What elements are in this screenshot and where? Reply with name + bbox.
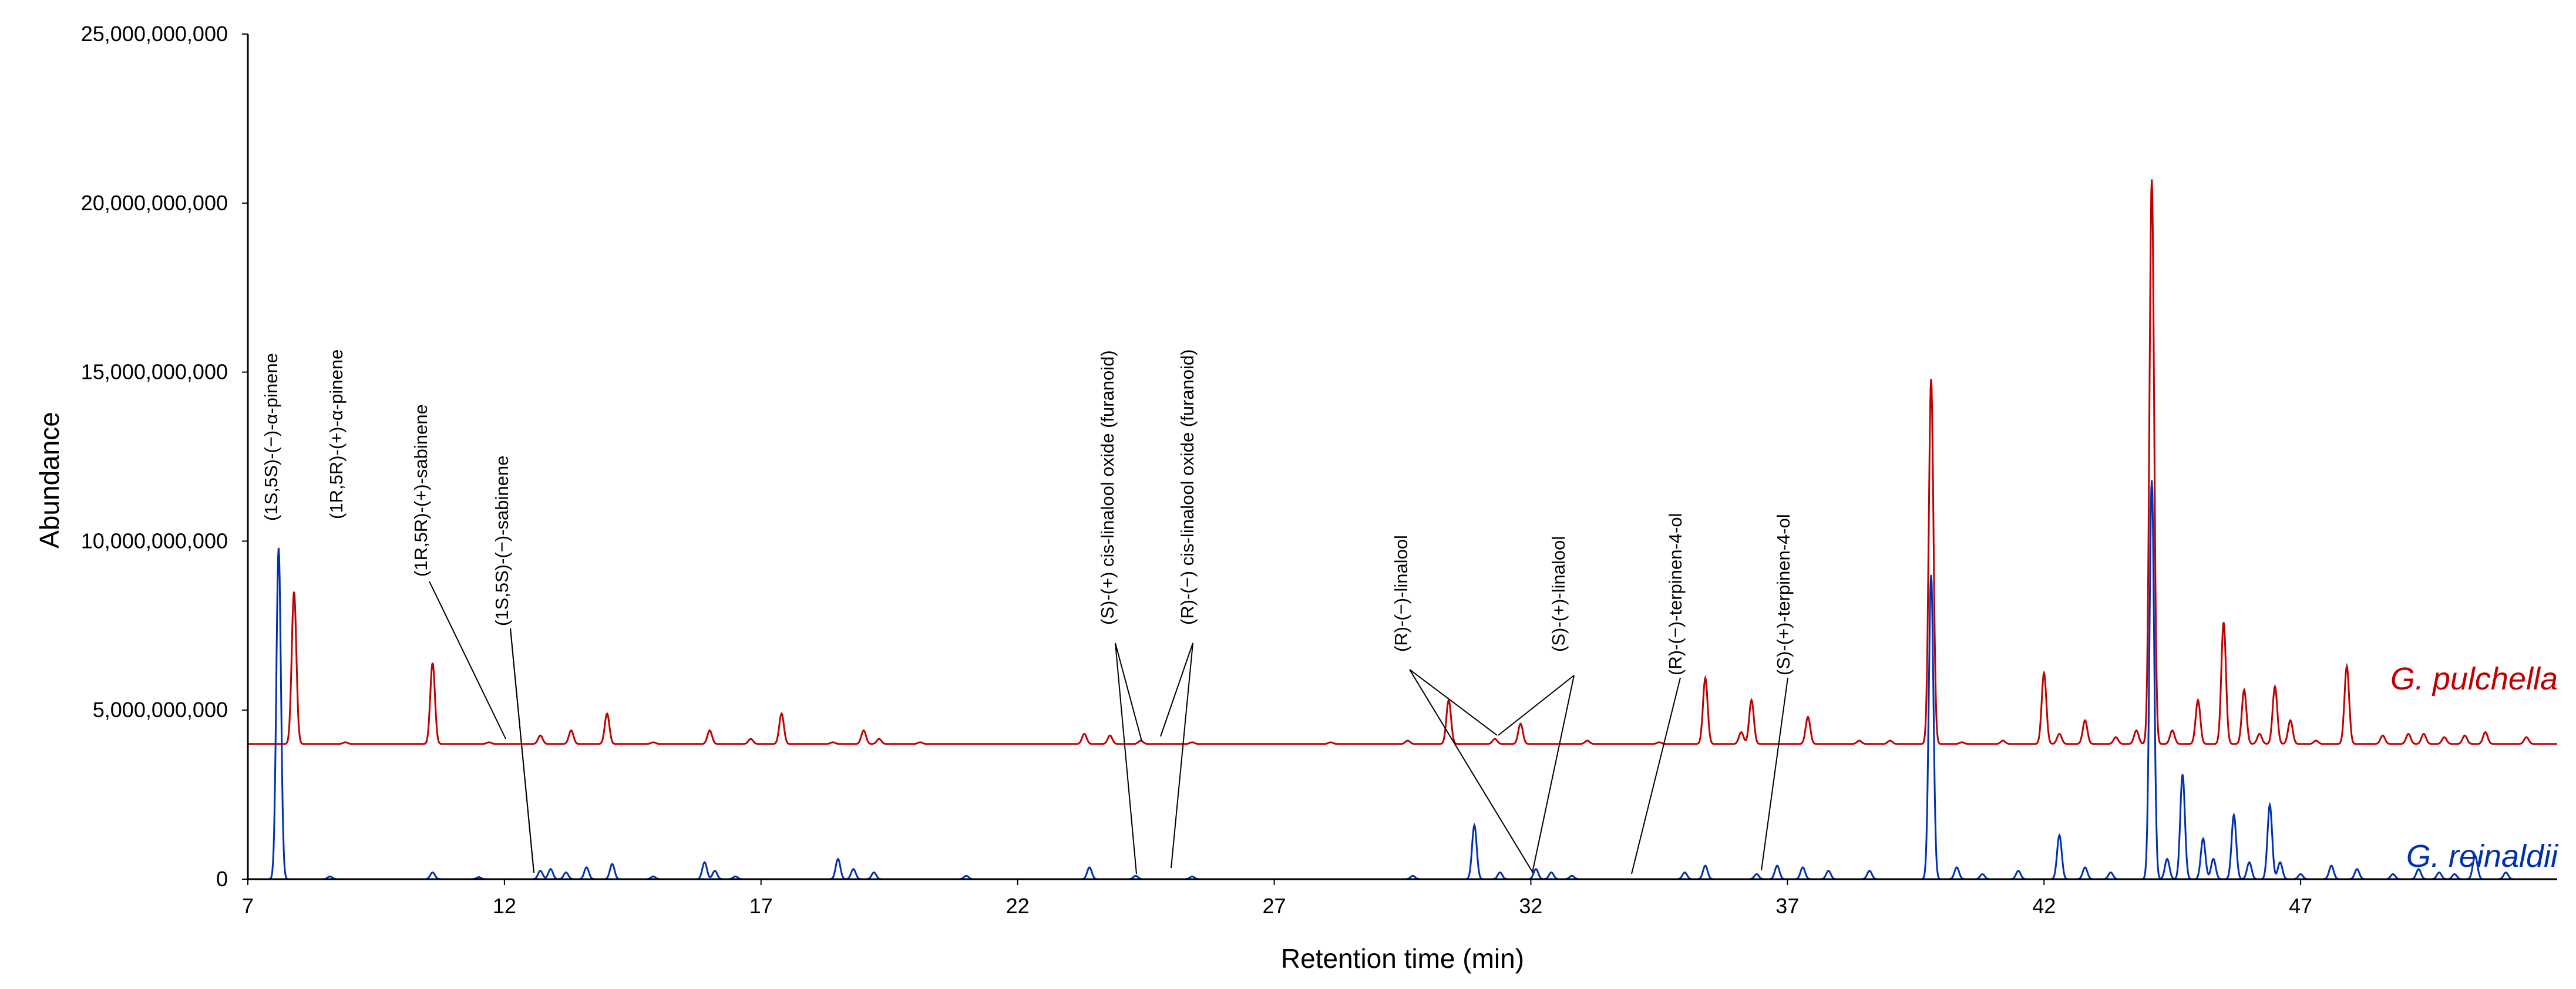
x-axis-ticks: 7 12 17 22 27 32 37 42 47: [242, 879, 2312, 918]
y-tick-label: 20,000,000,000: [81, 191, 228, 215]
peak-annotation-label: (1S,5S)-(−)-sabinene: [492, 456, 512, 626]
peak-annotation-label: (R)-(−) cis-linalool oxide (furanoid): [1177, 349, 1198, 625]
annotation-leader-line: [1409, 669, 1534, 873]
peak-annotation-label: (S)-(+)-terpinen-4-ol: [1773, 514, 1794, 675]
series-g-pulchella: [248, 179, 2557, 745]
y-axis-title: Abundance: [34, 412, 65, 549]
peak-annotation-label: (S)-(+) cis-linalool oxide (furanoid): [1097, 350, 1118, 625]
peak-annotation-label: (S)-(+)-linalool: [1548, 536, 1569, 652]
peak-annotation: (R)-(−)-linalool: [1391, 535, 1534, 873]
peak-annotation-label: (1R,5R)-(+)-sabinene: [411, 404, 431, 577]
annotation-leader-line: [510, 628, 534, 873]
x-tick-label: 32: [1519, 894, 1542, 918]
x-tick-label: 7: [242, 894, 254, 918]
x-tick-label: 12: [493, 894, 516, 918]
y-tick-label: 25,000,000,000: [81, 22, 228, 46]
peak-annotation: (S)-(+)-linalool: [1498, 536, 1575, 873]
annotation-leader-line: [1532, 675, 1575, 873]
annotation-leader-line: [1498, 675, 1575, 736]
peak-annotation: (R)-(−)-terpinen-4-ol: [1631, 513, 1686, 874]
x-tick-label: 17: [749, 894, 773, 918]
chromatogram-traces: [248, 179, 2557, 880]
peak-annotation-label: (R)-(−)-terpinen-4-ol: [1665, 513, 1686, 675]
trace-line: [248, 179, 2557, 745]
peak-annotation: (1S,5S)-(−)-sabinene: [492, 456, 534, 873]
x-tick-label: 47: [2289, 894, 2312, 918]
series-label-g-pulchella: G. pulchella: [2390, 661, 2558, 697]
peak-annotation: (S)-(+) cis-linalool oxide (furanoid): [1097, 350, 1142, 874]
series-label-g-reinaldii: G. reinaldii: [2406, 839, 2559, 874]
peak-annotation: (1S,5S)-(−)-α-pinene: [261, 353, 281, 521]
y-tick-label: 5,000,000,000: [93, 698, 228, 722]
peak-annotation: (R)-(−) cis-linalool oxide (furanoid): [1160, 349, 1198, 869]
x-tick-label: 27: [1263, 894, 1286, 918]
x-tick-label: 37: [1775, 894, 1799, 918]
peak-annotations: (1S,5S)-(−)-α-pinene (1R,5R)-(+)-α-pinene…: [261, 349, 1794, 874]
y-axis-ticks: 0 5,000,000,000 10,000,000,000 15,000,000,0…: [81, 22, 248, 891]
annotation-leader-line: [1631, 677, 1681, 874]
y-tick-label: 10,000,000,000: [81, 529, 228, 553]
x-tick-label: 22: [1006, 894, 1030, 918]
peak-annotation: (1R,5R)-(+)-α-pinene: [326, 349, 347, 519]
annotation-leader-line: [1761, 677, 1788, 871]
x-tick-label: 42: [2032, 894, 2056, 918]
peak-annotation-label: (R)-(−)-linalool: [1391, 535, 1411, 652]
x-axis-title: Retention time (min): [1281, 943, 1524, 974]
annotation-leader-line: [429, 581, 506, 739]
annotation-leader-line: [1115, 642, 1137, 874]
peak-annotation-label: (1R,5R)-(+)-α-pinene: [326, 349, 347, 519]
annotation-leader-line: [1171, 642, 1193, 869]
y-tick-label: 15,000,000,000: [81, 360, 228, 384]
peak-annotation: (1R,5R)-(+)-sabinene: [411, 404, 506, 739]
annotation-leader-line: [1160, 642, 1193, 737]
annotation-leader-line: [1409, 669, 1498, 736]
y-tick-label: 0: [216, 867, 228, 891]
annotation-leader-line: [1115, 642, 1142, 742]
peak-annotation-label: (1S,5S)-(−)-α-pinene: [261, 353, 281, 521]
peak-annotation: (S)-(+)-terpinen-4-ol: [1761, 514, 1794, 871]
